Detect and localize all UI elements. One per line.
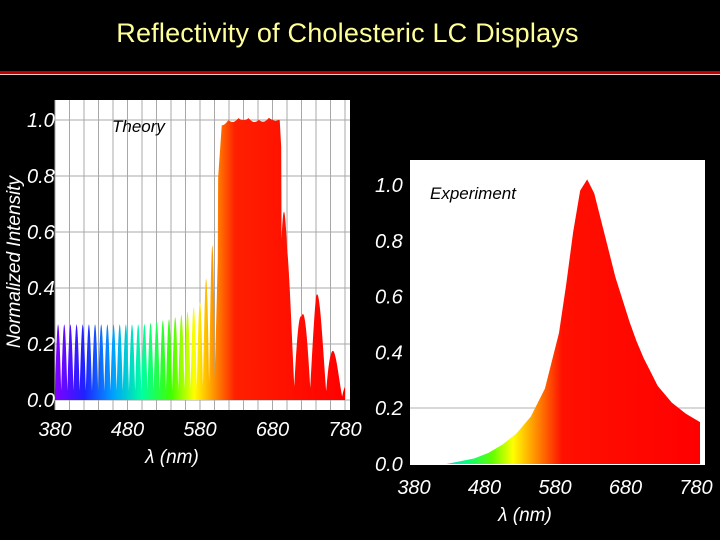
experiment-chart: 0.0 0.2 0.4 0.6 0.8 1.0 380 480 580 680 780 Exper…	[375, 160, 713, 526]
experiment-label: Experiment	[430, 184, 517, 203]
theory-x-tick-label: 780	[328, 419, 361, 441]
theory-x-tick-label: 680	[256, 419, 289, 441]
theory-x-tick-label: 580	[183, 419, 216, 441]
theory-y-tick-label: 0.4	[27, 278, 55, 300]
experiment-y-tick-label: 1.0	[375, 175, 403, 197]
experiment-y-tick-labels: 0.0 0.2 0.4 0.6 0.8 1.0	[375, 175, 404, 476]
experiment-reflectivity-area	[446, 179, 700, 465]
experiment-y-tick-label: 0.2	[375, 398, 403, 420]
title-divider	[0, 71, 720, 74]
theory-label: Theory	[112, 117, 166, 136]
experiment-y-tick-label: 0.4	[375, 342, 403, 364]
theory-y-tick-label: 0.2	[27, 334, 55, 356]
experiment-x-axis-title: λ (nm)	[497, 505, 552, 526]
experiment-x-tick-label: 480	[468, 477, 501, 499]
theory-y-tick-label: 1.0	[27, 110, 55, 132]
theory-x-tick-label: 480	[111, 419, 144, 441]
experiment-y-tick-label: 0.0	[375, 454, 403, 476]
title-divider-highlight	[0, 74, 720, 75]
theory-reflectivity-area	[55, 117, 345, 401]
theory-chart: 0.0 0.2 0.4 0.6 0.8 1.0 380 480 580 680 780 Theor…	[4, 100, 362, 468]
experiment-x-tick-label: 380	[397, 477, 430, 499]
theory-y-tick-labels: 0.0 0.2 0.4 0.6 0.8 1.0	[27, 110, 56, 412]
theory-x-tick-labels: 380 480 580 680 780	[38, 419, 361, 441]
theory-x-tick-label: 380	[38, 419, 71, 441]
experiment-x-tick-label: 580	[538, 477, 571, 499]
slide-title: Reflectivity of Cholesteric LC Displays	[116, 18, 579, 48]
experiment-y-tick-label: 0.8	[375, 231, 403, 253]
experiment-y-tick-label: 0.6	[375, 287, 404, 309]
theory-y-tick-label: 0.6	[27, 222, 56, 244]
experiment-x-tick-label: 680	[609, 477, 642, 499]
y-axis-title: Normalized Intensity	[4, 174, 25, 348]
theory-y-tick-label: 0.0	[27, 390, 55, 412]
theory-x-axis-title: λ (nm)	[144, 447, 199, 468]
theory-y-tick-label: 0.8	[27, 166, 55, 188]
experiment-x-tick-label: 780	[679, 477, 712, 499]
experiment-x-tick-labels: 380 480 580 680 780	[397, 477, 712, 499]
